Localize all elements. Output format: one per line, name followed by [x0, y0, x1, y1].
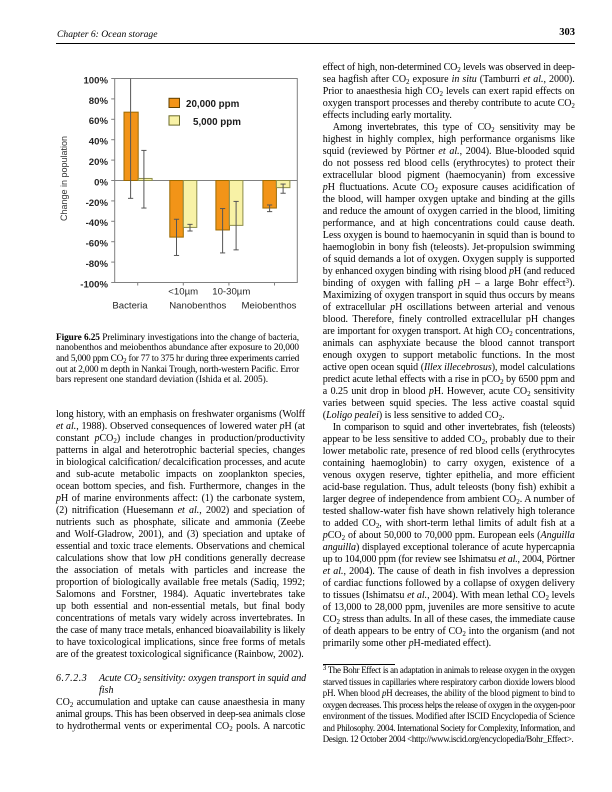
svg-text:20%: 20%: [89, 157, 109, 168]
svg-text:Bacteria: Bacteria: [112, 301, 148, 312]
svg-text:-20%: -20%: [86, 198, 109, 209]
svg-text:100%: 100%: [83, 75, 108, 86]
svg-text:<10µm: <10µm: [168, 287, 198, 298]
svg-text:-40%: -40%: [86, 218, 109, 229]
svg-text:Meiobenthos: Meiobenthos: [242, 301, 297, 312]
svg-text:-60%: -60%: [86, 239, 109, 250]
svg-text:20,000 ppm: 20,000 ppm: [186, 99, 240, 110]
svg-text:Nanobenthos: Nanobenthos: [169, 301, 226, 312]
svg-text:-100%: -100%: [80, 279, 108, 290]
svg-text:-80%: -80%: [86, 259, 109, 270]
svg-text:0%: 0%: [94, 177, 108, 188]
svg-text:5,000 ppm: 5,000 ppm: [193, 117, 241, 128]
svg-text:10-30µm: 10-30µm: [212, 287, 250, 298]
svg-text:40%: 40%: [89, 137, 109, 148]
svg-text:Change in population: Change in population: [59, 136, 69, 221]
svg-text:80%: 80%: [89, 96, 109, 107]
svg-text:60%: 60%: [89, 116, 109, 127]
